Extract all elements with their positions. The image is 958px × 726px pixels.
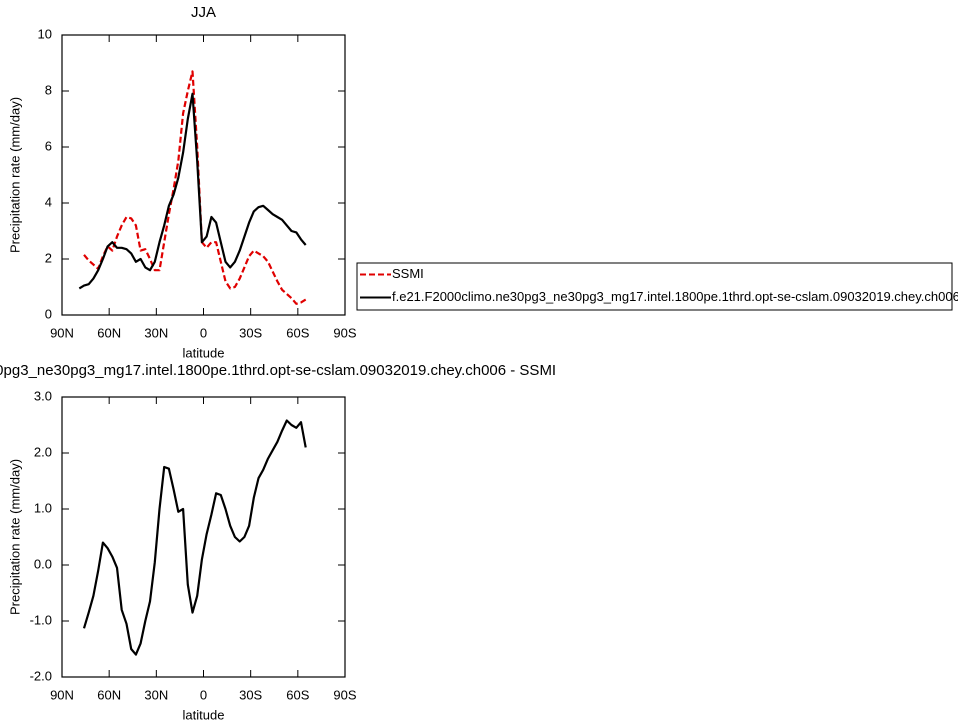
x-axis-label: latitude (183, 707, 225, 722)
y-tick-label: 0.0 (34, 556, 52, 571)
chart-title: f.e21.F2000climo.ne30pg3_ne30pg3_mg17.in… (0, 362, 556, 379)
x-tick-label: 90S (333, 325, 356, 340)
x-tick-label: 60N (97, 325, 121, 340)
chart-title: JJA (191, 4, 216, 21)
y-axis-label: Precipitation rate (mm/day) (7, 97, 22, 253)
x-tick-label: 90N (50, 325, 74, 340)
x-axis-label: latitude (183, 345, 225, 360)
data-line (78, 92, 307, 290)
plot-frame (61, 34, 346, 316)
x-tick-label: 30N (144, 687, 168, 702)
x-tick-label: 0 (200, 687, 207, 702)
x-tick-label: 30S (239, 325, 262, 340)
x-tick-label: 60S (286, 687, 309, 702)
legend-box (356, 262, 953, 311)
x-tick-label: 90N (50, 687, 74, 702)
y-tick-label: 6 (45, 138, 52, 153)
y-tick-label: 2.0 (34, 444, 52, 459)
y-tick-label: -1.0 (30, 612, 52, 627)
data-line (83, 70, 307, 305)
y-tick-label: 2 (45, 250, 52, 265)
legend-label: SSMI (392, 266, 424, 281)
y-tick-label: -2.0 (30, 668, 52, 683)
data-line (82, 419, 307, 656)
y-tick-label: 0 (45, 306, 52, 321)
y-tick-label: 10 (38, 26, 52, 41)
x-tick-label: 90S (333, 687, 356, 702)
x-tick-label: 0 (200, 325, 207, 340)
y-tick-label: 4 (45, 194, 52, 209)
plot-frame (61, 396, 346, 678)
x-tick-label: 30N (144, 325, 168, 340)
x-tick-label: 60S (286, 325, 309, 340)
y-axis-label: Precipitation rate (mm/day) (7, 459, 22, 615)
x-tick-label: 60N (97, 687, 121, 702)
legend-label: f.e21.F2000climo.ne30pg3_ne30pg3_mg17.in… (392, 289, 958, 304)
y-tick-label: 1.0 (34, 500, 52, 515)
y-tick-label: 3.0 (34, 388, 52, 403)
x-tick-label: 30S (239, 687, 262, 702)
y-tick-label: 8 (45, 82, 52, 97)
